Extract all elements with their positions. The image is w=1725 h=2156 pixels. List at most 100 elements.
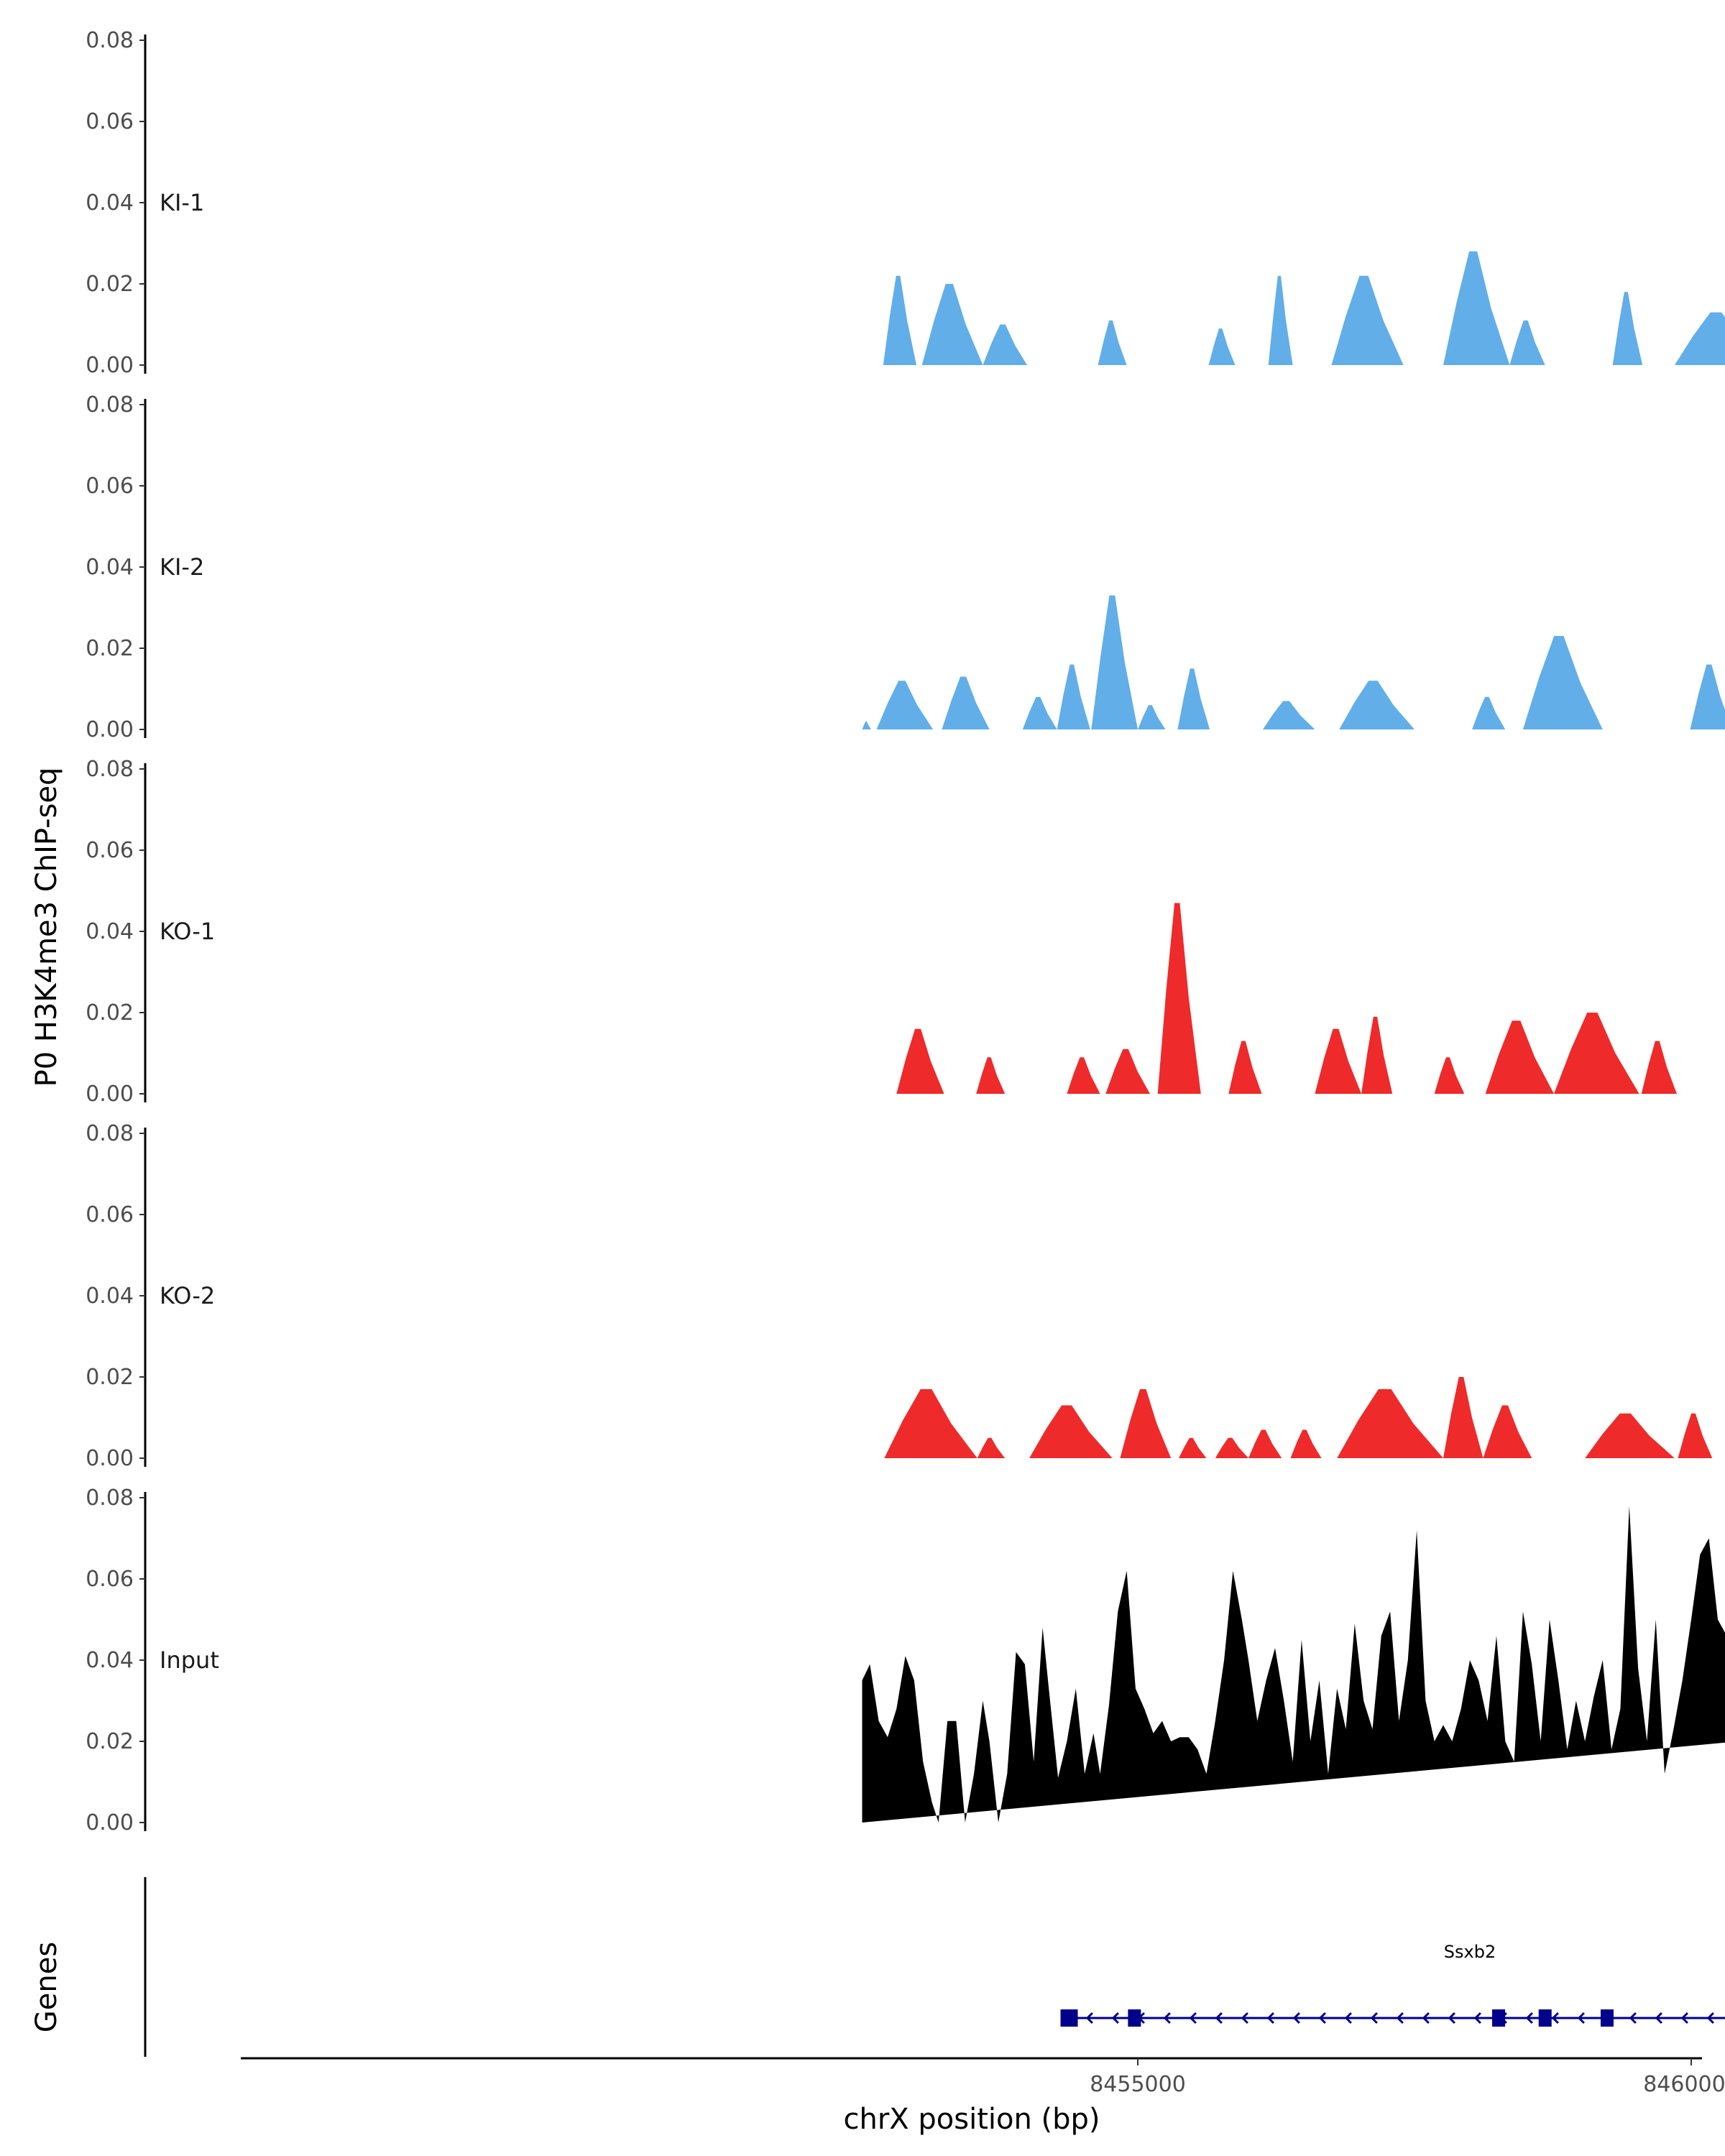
signal-peak — [1554, 1013, 1639, 1094]
y-tick-label: 0.04 — [86, 1648, 134, 1673]
track-panels: 0.00 0.02 0.04 0.06 0.08 KI-1 0.00 0.02 0.04 0.06… — [86, 28, 1725, 1835]
strand-arrow — [1577, 2012, 1585, 2024]
signal-peak — [1177, 668, 1210, 729]
signal-peak — [1678, 1413, 1713, 1458]
signal-peak — [1434, 1057, 1465, 1094]
y-tick-label: 0.04 — [86, 919, 134, 944]
signal-peak — [1443, 251, 1510, 365]
strand-arrow — [1629, 2012, 1637, 2024]
y-axis-title: P0 H3K4me3 ChIP-seq — [30, 768, 63, 1087]
gene-exon — [1492, 2009, 1506, 2027]
y-tick-label: 0.00 — [86, 717, 134, 742]
y-tick-label: 0.02 — [86, 1000, 134, 1026]
signal-peak — [1157, 903, 1201, 1094]
signal-peak — [1522, 636, 1603, 729]
strand-arrow — [1370, 2012, 1378, 2024]
y-tick-label: 0.02 — [86, 1365, 134, 1390]
signal-peak — [1674, 312, 1725, 365]
y-tick-label: 0.08 — [86, 392, 134, 418]
signal-peak — [976, 1057, 1006, 1094]
y-tick-label: 0.08 — [86, 1485, 134, 1511]
strand-arrow — [1292, 2012, 1300, 2024]
y-tick-label: 0.00 — [86, 1446, 134, 1471]
genes-panel: Genes Ssxb2 8455000 8460000 — [30, 1877, 1725, 2097]
strand-arrow — [1163, 2012, 1171, 2024]
strand-arrow — [1344, 2012, 1352, 2024]
y-tick-label: 0.00 — [86, 1810, 134, 1835]
signal-peak — [1268, 275, 1293, 365]
signal-peak — [1138, 705, 1166, 729]
strand-arrow — [1266, 2012, 1274, 2024]
signal-peak — [1339, 681, 1414, 729]
strand-arrow — [1318, 2012, 1326, 2024]
signal-peak — [896, 1028, 944, 1094]
y-tick-label: 0.00 — [86, 353, 134, 378]
gene-exon — [1538, 2009, 1552, 2027]
signal-peak — [1091, 595, 1138, 729]
y-tick-label: 0.06 — [86, 838, 134, 863]
gene-name-label: Ssxb2 — [1444, 1942, 1496, 1962]
signal-peak — [1331, 275, 1404, 365]
signal-peak — [1248, 1429, 1282, 1458]
signal-peak — [1472, 696, 1506, 729]
signal-peak — [1509, 320, 1545, 365]
track-ko-1: 0.00 0.02 0.04 0.06 0.08 KO-1 — [86, 757, 1677, 1107]
signal-peak — [1120, 1389, 1172, 1458]
x-axis-title: chrX position (bp) — [843, 2103, 1100, 2136]
y-tick-label: 0.00 — [86, 1082, 134, 1107]
signal-peak — [1215, 1437, 1248, 1458]
signal-peak — [1485, 1021, 1554, 1094]
signal-area — [862, 1506, 1725, 1823]
strand-arrow — [1189, 2012, 1197, 2024]
y-tick-label: 0.08 — [86, 28, 134, 53]
x-tick-label: 8455000 — [1090, 2072, 1186, 2097]
signal-peak — [1612, 292, 1643, 365]
signal-peak — [921, 284, 983, 365]
strand-arrow — [1655, 2012, 1662, 2024]
strand-arrow — [1422, 2012, 1430, 2024]
track-label: KI-1 — [160, 189, 204, 216]
y-tick-label: 0.08 — [86, 757, 134, 782]
gene-exon — [1600, 2009, 1614, 2027]
track-label: Input — [160, 1646, 219, 1674]
y-tick-label: 0.04 — [86, 1284, 134, 1309]
genes-panel-title: Genes — [30, 1942, 63, 2032]
strand-arrow — [1551, 2012, 1559, 2024]
signal-peak — [1105, 1049, 1150, 1094]
track-ki-1: 0.00 0.02 0.04 0.06 0.08 KI-1 — [86, 28, 1725, 378]
signal-peak — [1585, 1413, 1675, 1458]
signal-peak — [1483, 1405, 1532, 1458]
strand-arrow — [1706, 2012, 1714, 2024]
track-ko-2: 0.00 0.02 0.04 0.06 0.08 KO-2 — [86, 1121, 1713, 1471]
signal-peak — [1029, 1405, 1113, 1458]
y-tick-label: 0.02 — [86, 272, 134, 297]
signal-peak — [862, 721, 871, 729]
track-label: KI-2 — [160, 553, 204, 581]
signal-peak — [884, 1389, 978, 1458]
signal-peak — [1057, 664, 1090, 729]
signal-peak — [942, 676, 990, 729]
y-tick-label: 0.08 — [86, 1121, 134, 1146]
strand-arrow — [1241, 2012, 1248, 2024]
track-label: KO-2 — [160, 1282, 215, 1309]
strand-arrow — [1111, 2012, 1119, 2024]
strand-arrow — [1448, 2012, 1455, 2024]
signal-peak — [1337, 1389, 1443, 1458]
signal-peak — [1690, 664, 1725, 729]
strand-arrow — [1396, 2012, 1404, 2024]
y-tick-label: 0.04 — [86, 555, 134, 580]
strand-arrow — [1085, 2012, 1093, 2024]
signal-peak — [883, 275, 916, 365]
strand-arrow — [1680, 2012, 1688, 2024]
signal-peak — [1208, 328, 1236, 365]
signal-peak — [977, 1437, 1006, 1458]
gene-exon — [1128, 2009, 1141, 2027]
track-input: 0.00 0.02 0.04 0.06 0.08 Input — [86, 1485, 1725, 1835]
signal-peak — [1361, 1016, 1393, 1094]
strand-arrow — [1473, 2012, 1481, 2024]
track-label: KO-1 — [160, 918, 215, 945]
signal-peak — [1067, 1057, 1100, 1094]
y-tick-label: 0.04 — [86, 190, 134, 216]
signal-peak — [876, 681, 934, 729]
